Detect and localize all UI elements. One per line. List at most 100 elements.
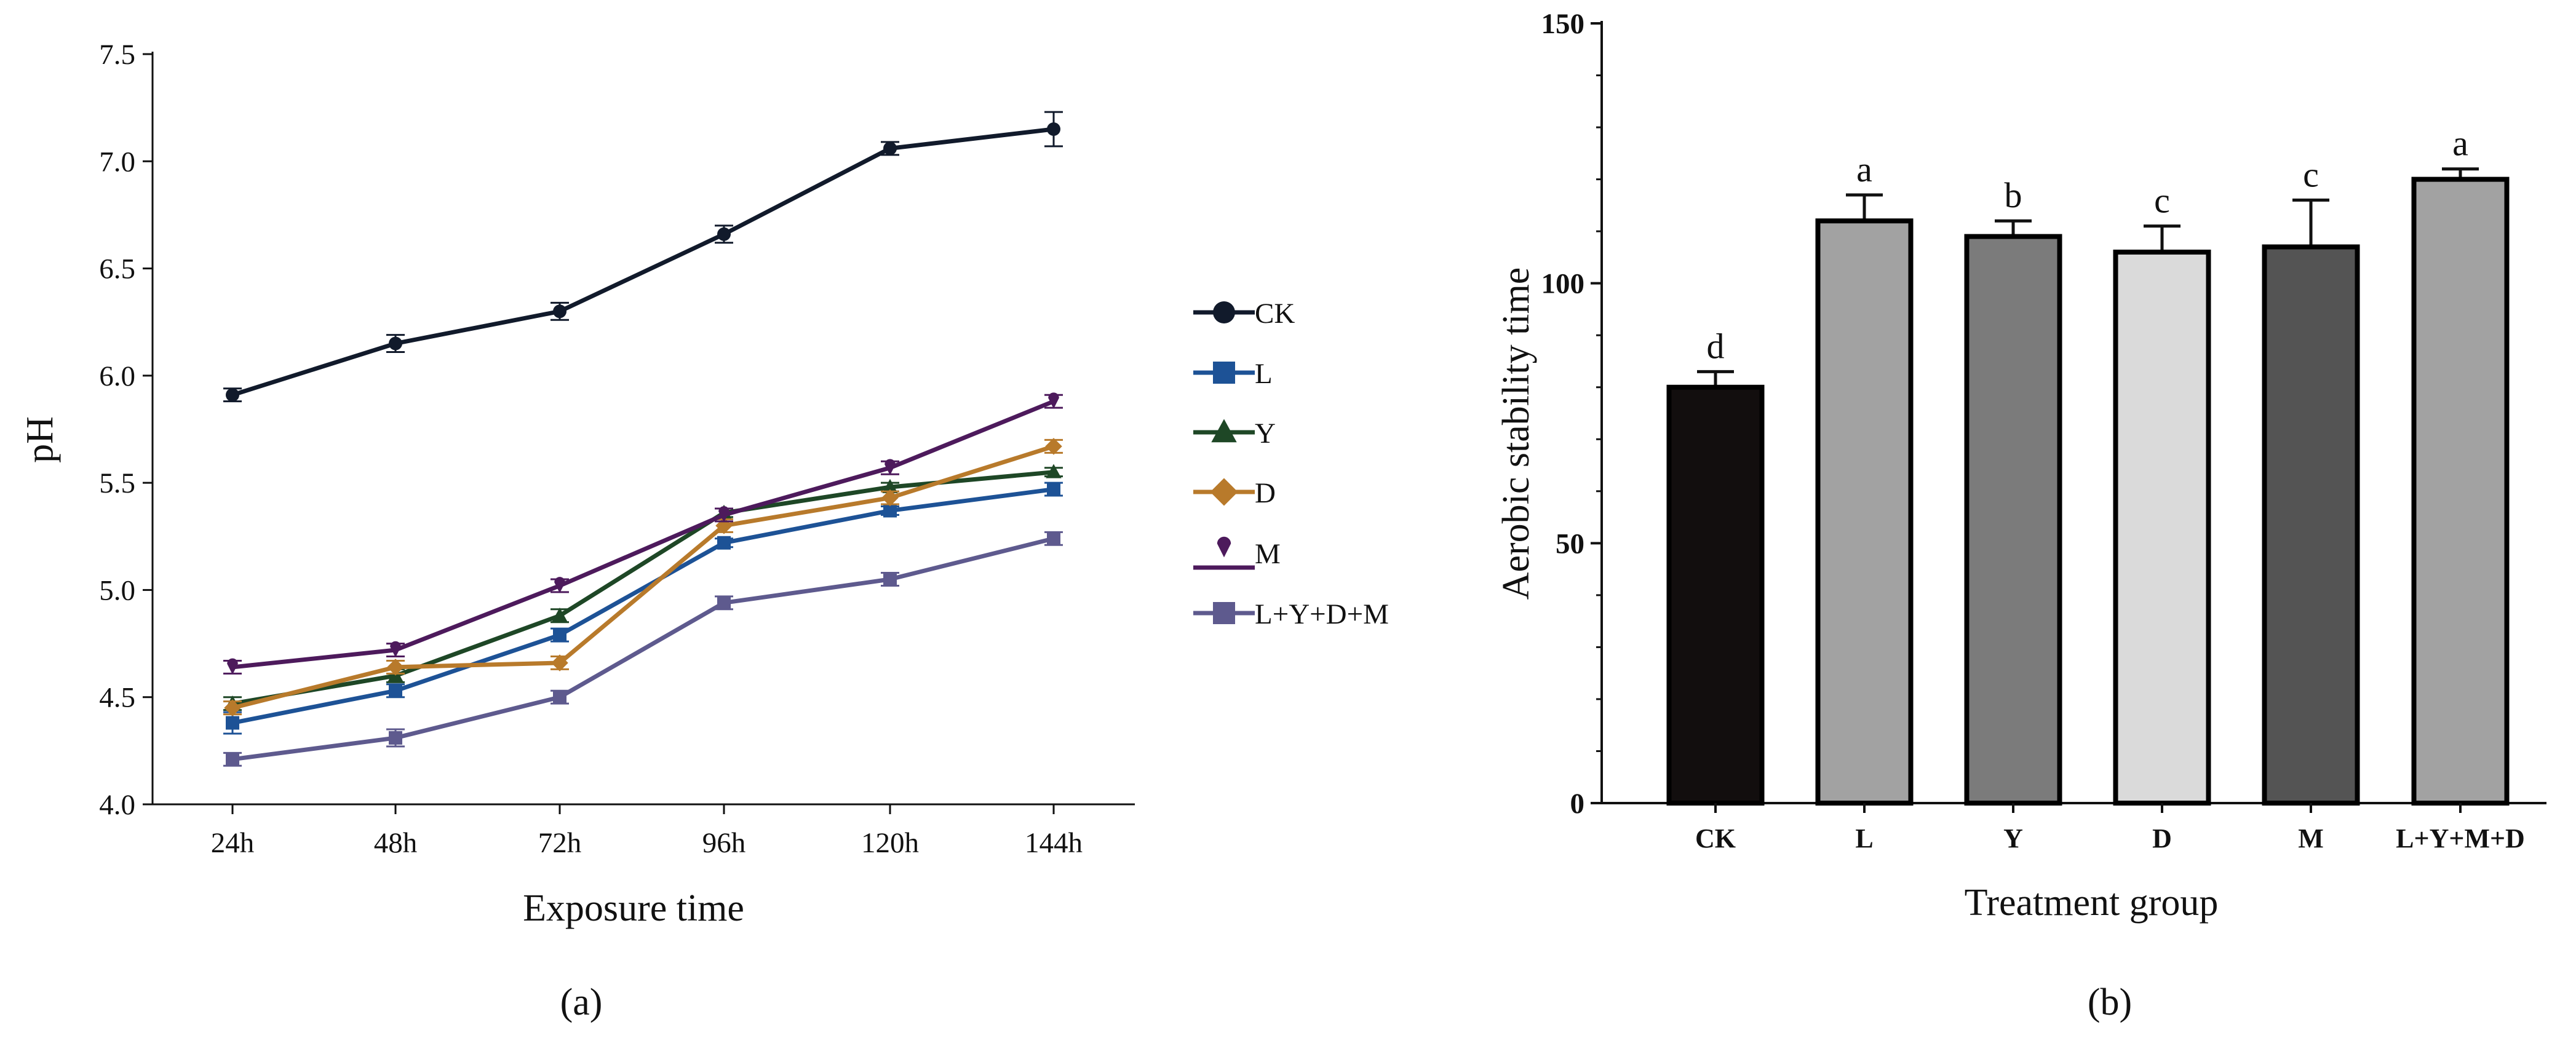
bar — [2113, 249, 2211, 806]
bar — [2411, 176, 2510, 806]
panel-a-line-chart: 4.0 4.5 5.0 5.5 6.0 6.5 7.0 7.5 24h 48h 72h 96h 120… — [19, 39, 1389, 1023]
panel-a-x-tick-label: 72h — [538, 827, 582, 859]
series-l — [223, 481, 1063, 735]
bar-group-m: cM — [2262, 154, 2360, 854]
data-point — [226, 752, 239, 766]
data-point — [1048, 392, 1059, 409]
data-point — [226, 388, 239, 402]
data-point — [881, 489, 899, 507]
legend-marker — [1213, 362, 1235, 384]
panel-b-y-tick-label: 50 — [1556, 528, 1584, 560]
series-line — [232, 470, 1054, 706]
legend-marker — [1210, 478, 1238, 506]
legend-item-ck: CK — [1193, 298, 1295, 330]
data-point — [882, 478, 898, 494]
series-l-y-d-m — [223, 531, 1063, 767]
significance-letter: c — [2303, 154, 2319, 194]
data-point — [390, 641, 401, 658]
data-point — [226, 716, 239, 730]
bar — [1815, 218, 1914, 806]
data-point — [1047, 531, 1060, 545]
legend-label: L+Y+D+M — [1255, 598, 1389, 630]
panel-a-y-tick-label: 6.5 — [99, 253, 135, 285]
data-point — [883, 141, 897, 156]
data-point — [717, 596, 731, 610]
series-line — [232, 444, 1055, 710]
significance-letter: d — [1707, 326, 1725, 366]
data-point — [1047, 482, 1060, 496]
legend-item-d: D — [1193, 477, 1276, 509]
category-label: L — [1855, 823, 1873, 854]
data-point — [227, 658, 238, 675]
data-point — [553, 690, 566, 704]
panel-b-y-tick-label: 0 — [1570, 788, 1585, 820]
significance-letter: a — [1856, 149, 1872, 189]
series-line — [232, 399, 1055, 670]
data-point — [387, 659, 404, 676]
data-point — [552, 608, 568, 622]
series-m — [223, 392, 1063, 675]
significance-letter: c — [2154, 181, 2170, 221]
category-label: Y — [2003, 823, 2023, 854]
panel-a-y-tick-label: 5.0 — [99, 574, 135, 606]
bar — [2262, 244, 2360, 806]
data-point — [717, 536, 731, 550]
panel-b-x-axis-title: Treatment group — [1965, 882, 2219, 924]
panel-a-y-tick-label: 4.5 — [99, 682, 135, 714]
panel-a-x-tick-label: 24h — [211, 827, 255, 859]
panel-a-y-tick-label: 7.5 — [99, 39, 135, 71]
panel-a-x-tick-label: 96h — [702, 827, 746, 859]
panel-a-series — [223, 111, 1063, 767]
legend-item-l: L — [1193, 358, 1273, 390]
data-point — [1045, 438, 1062, 455]
data-point — [553, 304, 566, 319]
bar-group-y: bY — [1964, 175, 2062, 854]
panel-b-y-tick-label: 150 — [1541, 8, 1585, 40]
bar-group-l: aL — [1815, 149, 1914, 854]
panel-a-label: (a) — [560, 981, 603, 1023]
data-point — [389, 684, 402, 698]
legend-marker — [1217, 536, 1231, 558]
series-line — [231, 127, 1054, 397]
panel-b-y-axis-title: Aerobic stability time — [1495, 267, 1537, 600]
data-point — [1047, 122, 1060, 136]
panel-a-y-tick-label: 5.5 — [99, 467, 135, 499]
legend-marker — [1213, 301, 1235, 323]
data-point — [554, 577, 565, 593]
panel-a-axes — [151, 52, 1135, 806]
bar — [1666, 384, 1765, 806]
data-point — [389, 336, 402, 351]
legend-label: Y — [1255, 418, 1276, 450]
bar-group-ck: d CK — [1666, 326, 1765, 854]
panel-a-x-tick-label: 120h — [861, 827, 919, 859]
series-ck — [223, 111, 1063, 403]
legend-marker — [1211, 419, 1237, 443]
category-label: M — [2298, 823, 2324, 854]
series-line — [232, 487, 1054, 725]
series-d — [223, 438, 1063, 716]
data-point — [1046, 464, 1062, 478]
panel-a-x-tick-label: 48h — [374, 827, 418, 859]
category-label: D — [2152, 823, 2172, 854]
legend-label: L — [1255, 358, 1273, 390]
panel-b-label: (b) — [2088, 981, 2132, 1023]
significance-letter: a — [2452, 124, 2468, 164]
data-point — [717, 227, 731, 241]
data-point — [885, 459, 896, 475]
panel-a-y-ticks: 4.0 4.5 5.0 5.5 6.0 6.5 7.0 7.5 — [99, 39, 153, 821]
category-label: CK — [1695, 823, 1736, 854]
significance-letter: b — [2005, 175, 2022, 215]
panel-a-y-tick-label: 4.0 — [99, 789, 135, 821]
bar-group-d: cD — [2113, 181, 2211, 854]
data-point — [551, 654, 568, 672]
data-point — [883, 504, 897, 518]
panel-a-x-axis-title: Exposure time — [523, 887, 744, 929]
series-line — [232, 536, 1054, 762]
legend-label: D — [1255, 477, 1276, 509]
panel-a-y-axis-title: pH — [19, 416, 61, 463]
panel-a-y-tick-label: 6.0 — [99, 360, 135, 392]
